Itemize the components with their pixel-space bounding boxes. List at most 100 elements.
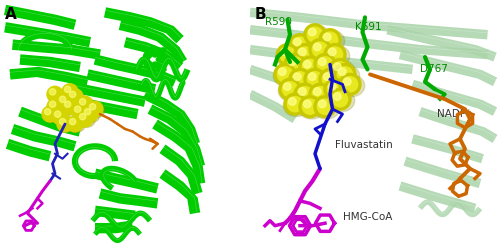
Circle shape xyxy=(328,48,336,56)
Polygon shape xyxy=(160,169,200,214)
Circle shape xyxy=(298,47,312,62)
Ellipse shape xyxy=(328,90,354,112)
Polygon shape xyxy=(69,82,146,107)
Circle shape xyxy=(302,59,318,75)
Circle shape xyxy=(57,116,73,132)
Ellipse shape xyxy=(68,118,85,132)
Ellipse shape xyxy=(146,46,155,59)
Polygon shape xyxy=(411,80,497,116)
Ellipse shape xyxy=(276,45,302,67)
Circle shape xyxy=(329,59,351,80)
Ellipse shape xyxy=(284,95,310,117)
Circle shape xyxy=(77,111,93,127)
Polygon shape xyxy=(62,94,138,119)
Ellipse shape xyxy=(338,75,364,97)
Polygon shape xyxy=(100,166,138,191)
Circle shape xyxy=(50,101,56,107)
Polygon shape xyxy=(94,55,177,87)
Polygon shape xyxy=(86,69,156,94)
Circle shape xyxy=(281,48,288,56)
Ellipse shape xyxy=(298,58,324,79)
Circle shape xyxy=(284,54,306,75)
Circle shape xyxy=(324,44,346,65)
Circle shape xyxy=(292,37,308,52)
Circle shape xyxy=(334,63,356,85)
Text: B: B xyxy=(255,7,266,22)
Polygon shape xyxy=(93,226,142,243)
Polygon shape xyxy=(90,211,152,231)
Circle shape xyxy=(294,83,316,105)
Circle shape xyxy=(328,82,342,97)
Circle shape xyxy=(308,27,322,42)
Circle shape xyxy=(318,57,332,72)
Circle shape xyxy=(288,58,296,65)
Circle shape xyxy=(82,106,98,122)
Circle shape xyxy=(54,111,61,117)
Circle shape xyxy=(278,67,292,82)
Polygon shape xyxy=(248,90,298,123)
Polygon shape xyxy=(95,220,133,233)
Circle shape xyxy=(319,29,341,51)
Circle shape xyxy=(274,63,296,85)
Circle shape xyxy=(302,99,318,114)
Circle shape xyxy=(294,73,301,80)
Circle shape xyxy=(64,86,71,93)
Ellipse shape xyxy=(324,45,349,67)
Circle shape xyxy=(289,34,311,56)
Circle shape xyxy=(329,88,351,110)
Ellipse shape xyxy=(304,70,330,92)
Ellipse shape xyxy=(304,25,330,47)
Ellipse shape xyxy=(278,80,304,102)
Circle shape xyxy=(314,54,336,75)
Circle shape xyxy=(47,99,63,115)
Circle shape xyxy=(334,93,341,100)
Polygon shape xyxy=(142,90,200,146)
Ellipse shape xyxy=(314,55,340,77)
Circle shape xyxy=(292,72,308,87)
Circle shape xyxy=(294,44,316,65)
Ellipse shape xyxy=(284,55,310,77)
Polygon shape xyxy=(404,157,481,188)
Circle shape xyxy=(77,96,93,112)
Polygon shape xyxy=(18,107,82,136)
Circle shape xyxy=(276,44,298,65)
Polygon shape xyxy=(398,182,476,213)
Circle shape xyxy=(318,100,326,108)
Ellipse shape xyxy=(308,40,334,62)
Text: HMG-CoA: HMG-CoA xyxy=(342,212,392,222)
Circle shape xyxy=(288,57,302,72)
Ellipse shape xyxy=(288,35,314,57)
Polygon shape xyxy=(4,22,91,47)
Circle shape xyxy=(87,101,103,117)
Circle shape xyxy=(280,47,295,62)
Ellipse shape xyxy=(78,113,95,127)
Circle shape xyxy=(298,87,312,102)
Polygon shape xyxy=(98,188,158,209)
Circle shape xyxy=(67,116,83,132)
Ellipse shape xyxy=(62,86,80,100)
Circle shape xyxy=(309,39,331,61)
Circle shape xyxy=(312,42,328,57)
Polygon shape xyxy=(250,45,413,74)
Polygon shape xyxy=(250,25,488,59)
Polygon shape xyxy=(152,120,205,184)
Circle shape xyxy=(70,91,76,97)
Ellipse shape xyxy=(318,70,344,92)
Circle shape xyxy=(304,24,326,46)
Ellipse shape xyxy=(314,97,340,119)
Polygon shape xyxy=(412,134,484,163)
Circle shape xyxy=(338,67,352,82)
Circle shape xyxy=(318,99,332,114)
Circle shape xyxy=(334,63,341,70)
Polygon shape xyxy=(16,31,74,50)
Circle shape xyxy=(299,96,321,118)
Circle shape xyxy=(328,83,336,90)
Polygon shape xyxy=(6,139,52,161)
Circle shape xyxy=(90,104,96,110)
Circle shape xyxy=(314,88,321,95)
Circle shape xyxy=(284,93,306,115)
Polygon shape xyxy=(94,169,159,193)
Ellipse shape xyxy=(308,85,334,107)
Circle shape xyxy=(328,47,342,62)
Polygon shape xyxy=(160,145,202,195)
